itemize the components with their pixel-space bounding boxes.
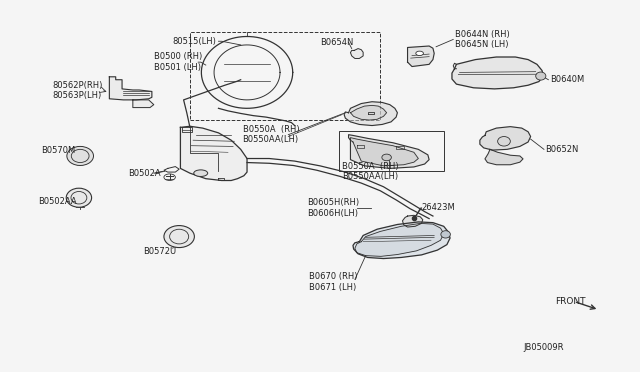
Text: B0502A: B0502A — [129, 169, 161, 178]
Ellipse shape — [416, 51, 424, 55]
Text: B0640M: B0640M — [550, 75, 584, 84]
Polygon shape — [109, 77, 152, 100]
Polygon shape — [452, 57, 543, 89]
Polygon shape — [408, 46, 434, 67]
Polygon shape — [351, 138, 419, 166]
Polygon shape — [485, 149, 523, 165]
Text: B0572U: B0572U — [143, 247, 177, 256]
Text: B0644N (RH)
B0645N (LH): B0644N (RH) B0645N (LH) — [454, 30, 509, 49]
Ellipse shape — [67, 147, 93, 166]
Text: FRONT: FRONT — [555, 297, 585, 306]
Polygon shape — [353, 222, 450, 259]
Text: B0500 (RH)
B0501 (LH): B0500 (RH) B0501 (LH) — [154, 52, 202, 72]
Text: B0670 (RH)
B0671 (LH): B0670 (RH) B0671 (LH) — [308, 272, 357, 292]
Text: JB05009R: JB05009R — [523, 343, 564, 352]
Polygon shape — [355, 223, 444, 256]
Text: B0605H(RH)
B0606H(LH): B0605H(RH) B0606H(LH) — [307, 198, 360, 218]
Polygon shape — [344, 102, 397, 125]
Polygon shape — [480, 126, 531, 150]
Ellipse shape — [441, 231, 451, 238]
Ellipse shape — [66, 188, 92, 207]
Text: B0652N: B0652N — [545, 145, 579, 154]
Bar — [339, 131, 444, 171]
Text: 80515(LH): 80515(LH) — [173, 37, 217, 46]
Text: B0654N: B0654N — [320, 38, 353, 47]
Text: 80562P(RH)
80563P(LH): 80562P(RH) 80563P(LH) — [52, 81, 102, 100]
Text: B0550A  (RH)
B0550AA(LH): B0550A (RH) B0550AA(LH) — [243, 125, 300, 144]
Text: 26423M: 26423M — [422, 203, 455, 212]
Text: B0570M: B0570M — [41, 146, 75, 155]
Polygon shape — [351, 49, 363, 58]
Ellipse shape — [194, 170, 208, 176]
Polygon shape — [403, 215, 423, 227]
Ellipse shape — [164, 225, 195, 247]
Text: B0502AA: B0502AA — [38, 197, 76, 206]
Ellipse shape — [382, 154, 392, 161]
Ellipse shape — [498, 137, 510, 146]
Bar — [190, 32, 380, 120]
Polygon shape — [180, 126, 247, 180]
Text: B0550A  (RH)
B0550AA(LH): B0550A (RH) B0550AA(LH) — [342, 162, 399, 181]
Ellipse shape — [536, 72, 546, 80]
Polygon shape — [351, 105, 387, 120]
Polygon shape — [349, 135, 429, 169]
Polygon shape — [133, 100, 154, 108]
